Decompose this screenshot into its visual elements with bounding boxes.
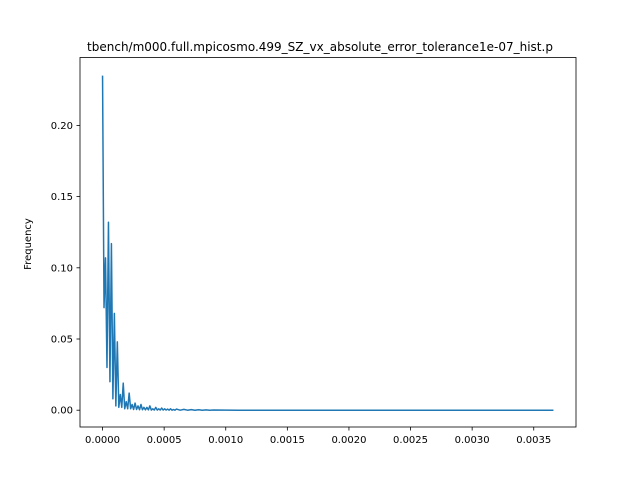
y-tick-label: 0.00 — [51, 406, 73, 417]
y-tick-label: 0.05 — [51, 335, 73, 346]
y-tick-label: 0.20 — [51, 121, 73, 132]
x-tick-label: 0.0030 — [455, 435, 490, 446]
x-tick-label: 0.0035 — [516, 435, 551, 446]
x-tick-label: 0.0010 — [208, 435, 243, 446]
x-tick-label: 0.0005 — [147, 435, 182, 446]
y-tick-label: 0.15 — [51, 192, 73, 203]
y-tick-label: 0.10 — [51, 263, 73, 274]
plot-area — [101, 75, 554, 411]
y-axis-ticks: 0.00 0.05 0.10 0.15 0.20 — [51, 121, 80, 417]
x-tick-label: 0.0015 — [270, 435, 305, 446]
y-axis-label: Frequency — [23, 218, 34, 270]
series-line-0 — [101, 75, 554, 411]
x-axis-ticks: 0.0000 0.0005 0.0010 0.0015 0.0020 0.0025 0.00… — [85, 427, 551, 446]
x-tick-label: 0.0025 — [393, 435, 428, 446]
plot-frame — [79, 57, 577, 428]
x-tick-label: 0.0020 — [331, 435, 366, 446]
chart-title: tbench/m000.full.mpicosmo.499_SZ_vx_abso… — [87, 40, 553, 54]
x-tick-label: 0.0000 — [85, 435, 120, 446]
